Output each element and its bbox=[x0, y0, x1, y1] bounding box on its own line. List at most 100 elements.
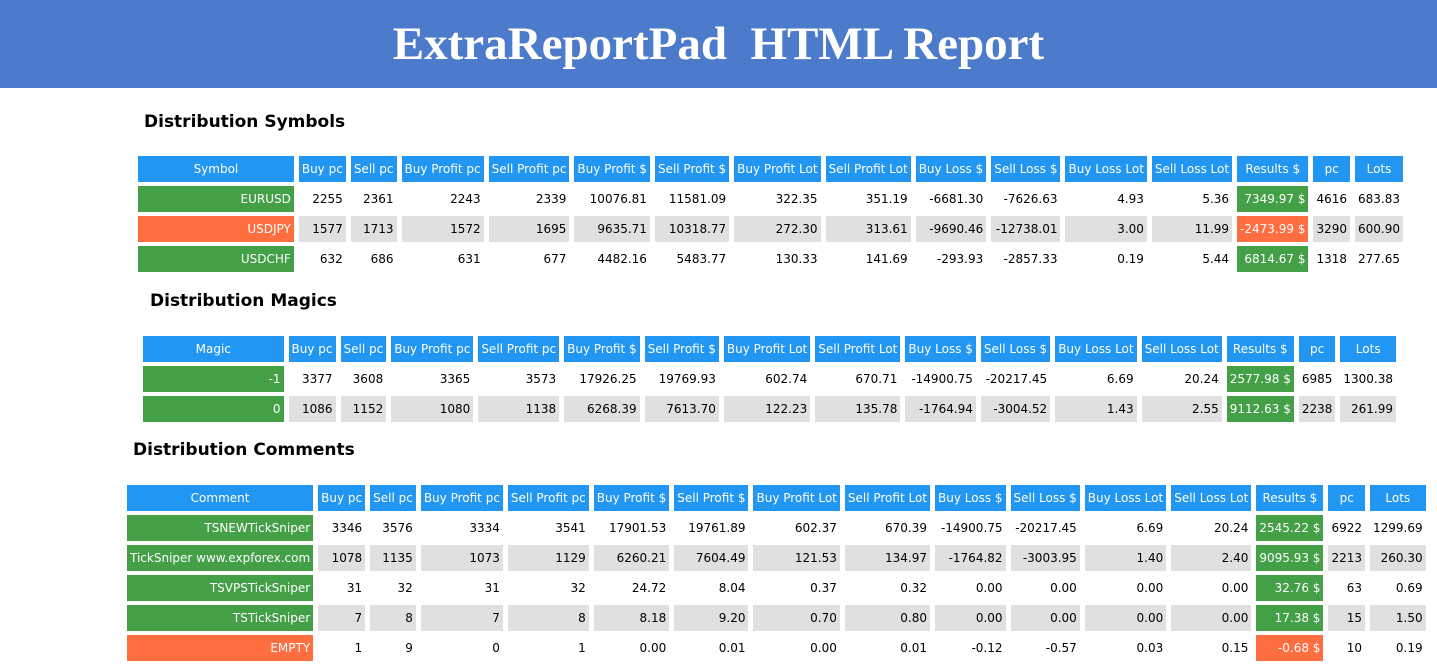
cell: 7613.70 bbox=[644, 396, 719, 422]
data-table: Magic Buy pc Sell pc Buy Profit pc Sell Prof… bbox=[138, 332, 1401, 426]
cell: 2361 bbox=[362, 192, 394, 206]
column-header: Buy Loss Lot bbox=[1084, 485, 1167, 511]
table-row: TSTickSniper 7 8 7 8 8.18 9.20 0.70 0.80 0.00 0.00… bbox=[127, 605, 1426, 631]
table-row: -1 3377 3608 3365 3573 17926.25 19769.93 602.74… bbox=[143, 366, 1396, 392]
cell: 7349.97 $ bbox=[1237, 186, 1309, 212]
cell: 6.69 bbox=[1106, 372, 1134, 386]
cell: 141.69 bbox=[865, 252, 908, 266]
cell: 24.72 bbox=[631, 581, 667, 595]
cell: -12738.01 bbox=[991, 216, 1061, 242]
cell: 3334 bbox=[469, 521, 500, 535]
cell: 3541 bbox=[555, 521, 586, 535]
column-header: Sell Loss Lot bbox=[1171, 485, 1252, 511]
cell: 9095.93 $ bbox=[1256, 545, 1324, 571]
column-header: Lots bbox=[1340, 336, 1396, 362]
cell: 351.19 bbox=[865, 192, 908, 206]
cell: 20.24 bbox=[1184, 372, 1219, 386]
row-label: USDCHF bbox=[138, 246, 294, 272]
cell: 670.71 bbox=[855, 372, 898, 386]
cell: 6814.67 $ bbox=[1237, 246, 1309, 272]
cell: 1318 bbox=[1316, 252, 1347, 266]
cell: 0.19 bbox=[1395, 641, 1423, 655]
cell: 0.80 bbox=[844, 605, 930, 631]
cell: 134.97 bbox=[844, 545, 930, 571]
cell: 0.00 bbox=[810, 641, 837, 655]
row-label: TSTickSniper bbox=[127, 605, 314, 631]
cell: 1078 bbox=[318, 545, 366, 571]
column-header: pc bbox=[1313, 156, 1350, 182]
header-row: Magic Buy pc Sell pc Buy Profit pc Sell Prof… bbox=[143, 336, 1396, 362]
cell: 261.99 bbox=[1340, 396, 1396, 422]
cell: 0.37 bbox=[810, 581, 837, 595]
row-label: TickSniper www.expforex.com bbox=[127, 545, 314, 571]
cell: 1073 bbox=[420, 545, 503, 571]
cell: 2.40 bbox=[1171, 545, 1252, 571]
column-header: pc bbox=[1328, 485, 1365, 511]
column-header: pc bbox=[1298, 336, 1336, 362]
table-row: 0 1086 1152 1080 1138 6268.39 7613.70 122.23 135… bbox=[143, 396, 1396, 422]
cell: 1138 bbox=[478, 396, 560, 422]
cell: 2213 bbox=[1328, 545, 1365, 571]
cell: 5.44 bbox=[1202, 252, 1230, 266]
cell: 0.00 bbox=[1221, 581, 1249, 595]
column-header: Buy Profit $ bbox=[593, 485, 670, 511]
cell: -6681.30 bbox=[929, 192, 984, 206]
cell: 0.00 bbox=[1084, 605, 1167, 631]
cell: 0.00 bbox=[975, 581, 1003, 595]
cell: 3.00 bbox=[1065, 216, 1147, 242]
cell: 17.38 $ bbox=[1256, 605, 1324, 631]
cell: 2577.98 $ bbox=[1226, 366, 1294, 392]
cell: 8.18 bbox=[593, 605, 670, 631]
row-label: 0 bbox=[143, 396, 284, 422]
cell: 9 bbox=[405, 641, 413, 655]
cell: -0.57 bbox=[1045, 641, 1077, 655]
cell: 4482.16 bbox=[597, 252, 647, 266]
cell: 8.04 bbox=[718, 581, 746, 595]
cell: 0.69 bbox=[1395, 581, 1423, 595]
cell: 10318.77 bbox=[654, 216, 730, 242]
cell: 1.43 bbox=[1055, 396, 1137, 422]
header-row: Symbol Buy pc Sell pc Buy Profit pc Sell Pro… bbox=[138, 156, 1403, 182]
cell: 1 bbox=[578, 641, 586, 655]
column-header: Buy pc bbox=[288, 336, 336, 362]
cell: 3573 bbox=[525, 372, 557, 386]
cell: -293.93 bbox=[936, 252, 984, 266]
cell: 0.32 bbox=[900, 581, 927, 595]
cell: 130.33 bbox=[775, 252, 818, 266]
column-header: Sell Profit $ bbox=[644, 336, 719, 362]
column-header: Buy Loss Lot bbox=[1055, 336, 1137, 362]
cell: 1577 bbox=[298, 216, 346, 242]
table-row: TSVPSTickSniper 31 32 31 32 24.72 8.04 0.37 0.32… bbox=[127, 575, 1426, 601]
column-header: Sell Loss Lot bbox=[1151, 156, 1233, 182]
cell: 0.70 bbox=[753, 605, 840, 631]
data-table: Comment Buy pc Sell pc Buy Profit pc Sell Pr… bbox=[122, 481, 1431, 665]
cell: 32 bbox=[570, 581, 586, 595]
cell: 9112.63 $ bbox=[1226, 396, 1294, 422]
data-table: Symbol Buy pc Sell pc Buy Profit pc Sell Pro… bbox=[133, 152, 1408, 276]
cell: 686 bbox=[370, 252, 394, 266]
cell: -9690.46 bbox=[915, 216, 987, 242]
row-label: TSNEWTickSniper bbox=[127, 515, 314, 541]
cell: -2473.99 $ bbox=[1237, 216, 1309, 242]
column-header: Buy pc bbox=[298, 156, 346, 182]
cell: 0.00 bbox=[1136, 581, 1164, 595]
cell: 260.30 bbox=[1369, 545, 1426, 571]
cell: 1300.38 bbox=[1343, 372, 1393, 386]
cell: -14900.75 bbox=[940, 521, 1003, 535]
row-label: EURUSD bbox=[138, 186, 294, 212]
column-header: Buy Profit Lot bbox=[723, 336, 811, 362]
table-row: TickSniper www.expforex.com 1078 1135 1073 1… bbox=[127, 545, 1426, 571]
cell: 3346 bbox=[331, 521, 363, 535]
cell: -1764.94 bbox=[905, 396, 976, 422]
row-label: USDJPY bbox=[138, 216, 294, 242]
cell: -3004.52 bbox=[980, 396, 1051, 422]
cell: 6985 bbox=[1301, 372, 1333, 386]
cell: -7626.63 bbox=[1003, 192, 1058, 206]
cell: 6.69 bbox=[1136, 521, 1164, 535]
column-header: Symbol bbox=[138, 156, 294, 182]
column-header: Sell pc bbox=[340, 336, 387, 362]
column-header: Buy Profit Lot bbox=[753, 485, 840, 511]
column-header: Sell pc bbox=[370, 485, 416, 511]
cell: 1.50 bbox=[1369, 605, 1426, 631]
